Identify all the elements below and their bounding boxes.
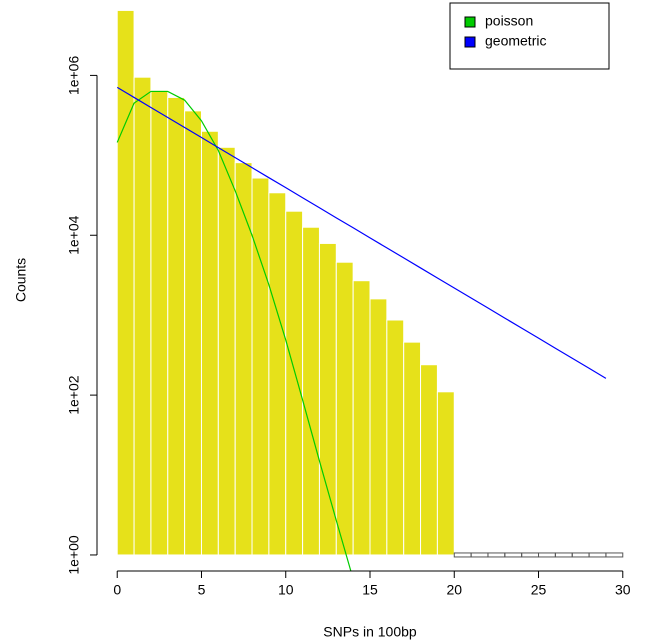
y-tick-label: 1e+06	[66, 56, 82, 96]
bar	[335, 261, 354, 556]
plot-area	[116, 9, 624, 571]
legend-box	[449, 2, 610, 70]
x-tick-label: 20	[446, 582, 462, 598]
bar	[605, 552, 624, 558]
bar	[251, 177, 270, 556]
bar	[487, 552, 506, 558]
legend-label: poisson	[485, 13, 533, 29]
x-tick-label: 25	[531, 582, 547, 598]
x-tick-label: 5	[198, 582, 206, 598]
bar	[167, 96, 186, 556]
y-tick-label: 1e+04	[66, 215, 82, 255]
legend-swatch	[464, 16, 476, 28]
bar	[268, 192, 287, 556]
bar	[403, 341, 422, 556]
y-tick-label: 1e+00	[66, 535, 82, 575]
bar	[200, 130, 219, 556]
bar	[521, 552, 540, 558]
x-tick-label: 30	[615, 582, 631, 598]
bar	[369, 298, 388, 556]
bar	[184, 110, 202, 556]
bar	[504, 552, 523, 558]
x-tick-label: 10	[278, 582, 294, 598]
bar	[318, 242, 337, 556]
y-tick-label: 1e+02	[66, 375, 82, 415]
bar	[352, 280, 371, 556]
bar	[386, 319, 405, 556]
bar	[234, 162, 253, 556]
bar	[217, 146, 236, 556]
bar	[150, 89, 169, 556]
bar	[302, 226, 320, 556]
x-tick-label: 0	[113, 582, 121, 598]
bar	[285, 210, 304, 556]
bar	[571, 552, 590, 558]
bar	[420, 364, 438, 556]
fit-line	[116, 86, 607, 379]
bar	[436, 391, 455, 556]
legend-label: geometric	[485, 33, 546, 49]
y-axis-label: Counts	[13, 258, 29, 302]
bar	[538, 552, 556, 558]
bar	[554, 552, 573, 558]
bar	[588, 552, 607, 558]
fit-line	[116, 90, 352, 571]
bar	[470, 552, 489, 558]
bar	[453, 552, 472, 558]
x-tick-label: 15	[362, 582, 378, 598]
bar	[133, 76, 152, 556]
x-axis-label: SNPs in 100bp	[323, 624, 417, 640]
legend-swatch	[464, 36, 476, 48]
